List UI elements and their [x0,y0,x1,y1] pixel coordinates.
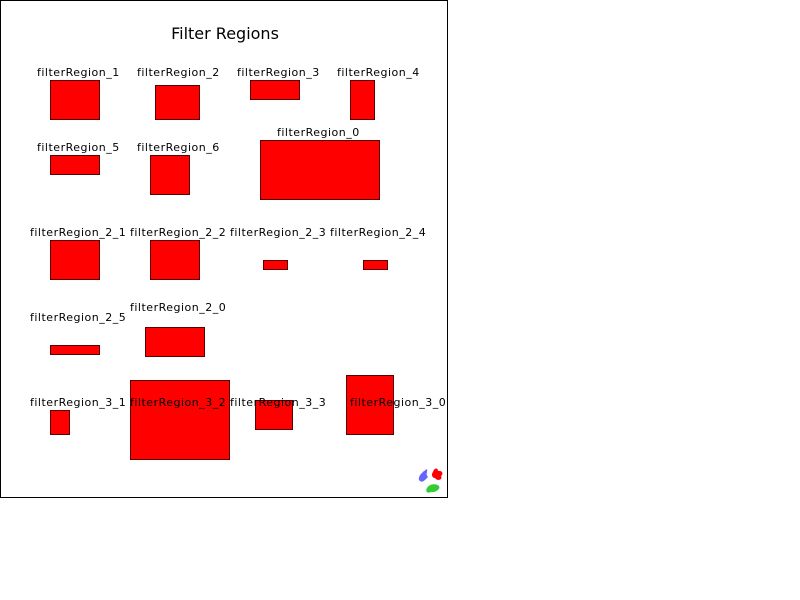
label-filter-region-3-1: filterRegion_3_1 [30,396,127,409]
label-filter-region-2: filterRegion_2 [137,66,220,79]
label-filter-region-3-3: filterRegion_3_3 [230,396,327,409]
filter-region-5 [50,155,100,175]
filter-region-0 [260,140,380,200]
page-title: Filter Regions [171,24,279,43]
filter-region-2-2 [150,240,200,280]
filter-region-2-1 [50,240,100,280]
label-filter-region-3-2: filterRegion_3_2 [130,396,227,409]
filter-region-2-5 [50,345,100,355]
filter-region-3-2 [130,380,230,460]
label-filter-region-3: filterRegion_3 [237,66,320,79]
label-filter-region-0: filterRegion_0 [277,126,360,139]
filter-region-4 [350,80,375,120]
filter-region-2-3 [263,260,288,270]
label-filter-region-2-0: filterRegion_2_0 [130,301,227,314]
filter-region-3-1 [50,410,70,435]
label-filter-region-6: filterRegion_6 [137,141,220,154]
label-filter-region-3-0: filterRegion_3_0 [350,396,447,409]
label-filter-region-2-5: filterRegion_2_5 [30,311,127,324]
filter-region-3-0 [346,375,394,435]
label-filter-region-2-3: filterRegion_2_3 [230,226,327,239]
filter-region-3-3 [255,400,293,430]
label-filter-region-5: filterRegion_5 [37,141,120,154]
filter-region-2-0 [145,327,205,357]
label-filter-region-2-4: filterRegion_2_4 [330,226,427,239]
label-filter-region-1: filterRegion_1 [37,66,120,79]
label-filter-region-4: filterRegion_4 [337,66,420,79]
filter-region-6 [150,155,190,195]
filter-region-2 [155,85,200,120]
filter-region-3 [250,80,300,100]
filter-region-2-4 [363,260,388,270]
label-filter-region-2-1: filterRegion_2_1 [30,226,127,239]
label-filter-region-2-2: filterRegion_2_2 [130,226,227,239]
svg-logo-icon [418,468,443,493]
filter-region-1 [50,80,100,120]
